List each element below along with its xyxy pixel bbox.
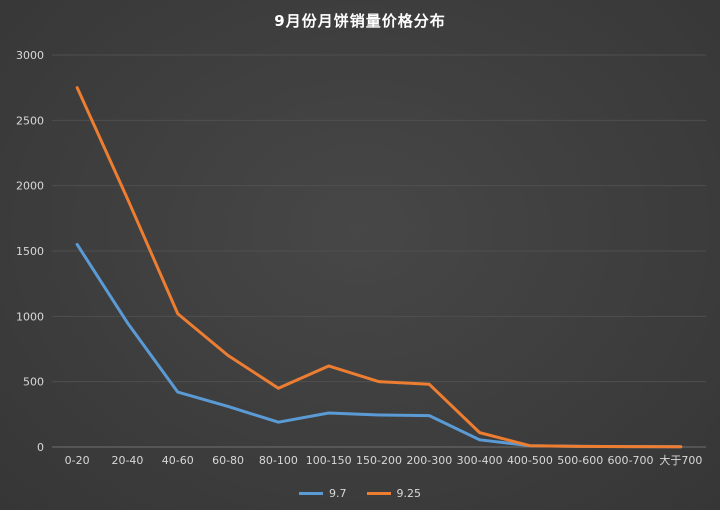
x-tick-label: 300-400 [457, 454, 503, 467]
x-tick-label: 大于700 [659, 453, 702, 467]
x-tick-label: 500-600 [557, 454, 603, 467]
legend-item-series-1: 9.25 [366, 487, 422, 500]
legend: 9.7 9.25 [0, 487, 720, 500]
legend-label-series-0: 9.7 [329, 487, 347, 500]
x-tick-label: 200-300 [406, 454, 452, 467]
series-line-9.7 [75, 242, 683, 449]
y-tick-label: 0 [37, 441, 44, 454]
y-tick-label: 2000 [16, 180, 44, 193]
legend-swatch-blue [299, 492, 323, 495]
x-tick-label: 40-60 [162, 454, 194, 467]
y-tick-label: 1000 [16, 310, 44, 323]
chart-title: 9月份月饼销量价格分布 [274, 12, 446, 30]
series-line-9.25 [75, 86, 683, 449]
y-tick-label: 1500 [16, 245, 44, 258]
legend-label-series-1: 9.25 [396, 487, 422, 500]
x-tick-label: 20-40 [111, 454, 143, 467]
x-tick-label: 400-500 [507, 454, 553, 467]
x-tick-label: 600-700 [608, 454, 654, 467]
x-tick-label: 60-80 [212, 454, 244, 467]
x-tick-label: 100-150 [306, 454, 352, 467]
legend-swatch-orange [366, 492, 391, 495]
y-tick-label: 2500 [16, 114, 44, 127]
y-tick-label: 3000 [16, 49, 44, 62]
x-tick-label: 80-100 [259, 454, 298, 467]
x-tick-label: 0-20 [65, 454, 90, 467]
y-tick-label: 500 [23, 376, 44, 389]
plot-area: 0 500 1000 1500 2000 2500 3000 0-20 20-40 40-60 60… [16, 49, 706, 467]
legend-item-series-0: 9.7 [299, 487, 347, 500]
x-tick-label: 150-200 [356, 454, 402, 467]
